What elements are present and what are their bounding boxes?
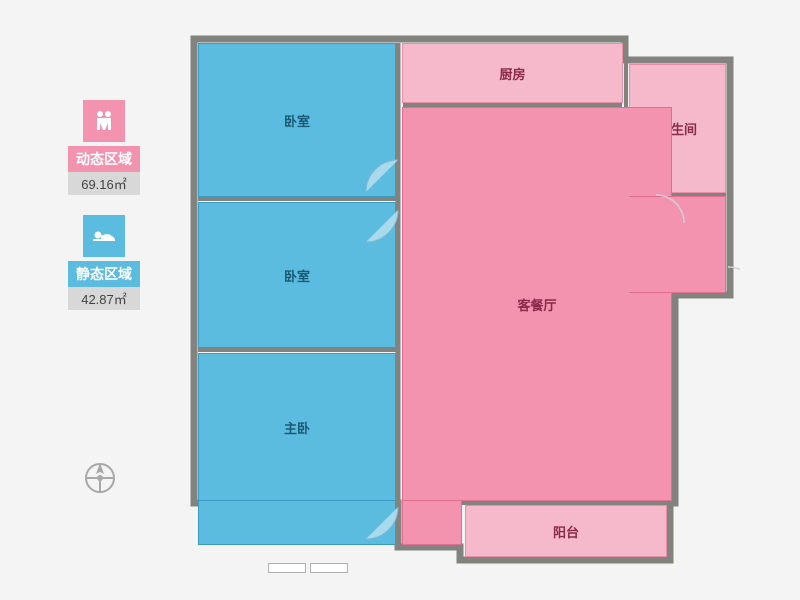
legend-dynamic-value: 69.16㎡ <box>68 172 140 195</box>
window-mark <box>268 563 306 573</box>
window-mark <box>310 563 348 573</box>
room-label: 主卧 <box>284 418 310 437</box>
compass-icon <box>82 460 118 496</box>
legend-static: 静态区域 42.87㎡ <box>68 215 140 310</box>
room-kitchen: 厨房 <box>402 43 623 103</box>
legend-static-label: 静态区域 <box>68 261 140 287</box>
room-bedroom2: 卧室 <box>198 202 396 348</box>
room-label: 卧室 <box>284 266 310 285</box>
room-bedroom1: 卧室 <box>198 43 396 197</box>
room-label: 厨房 <box>499 64 525 83</box>
room-living-ext1 <box>629 196 726 293</box>
room-label: 卧室 <box>284 111 310 130</box>
room-balcony: 阳台 <box>465 505 667 557</box>
room-living-ext2 <box>402 501 462 545</box>
room-master: 主卧 <box>198 353 396 501</box>
room-label: 客餐厅 <box>517 295 556 314</box>
room-master-ext <box>198 501 396 545</box>
room-label: 阳台 <box>553 522 579 541</box>
sleep-icon <box>83 215 125 257</box>
legend-dynamic-label: 动态区域 <box>68 146 140 172</box>
floorplan: 卧室 卧室 主卧 厨房 卫生间 客餐厅 阳台 <box>190 35 740 565</box>
room-living: 客餐厅 <box>402 107 672 501</box>
legend-static-value: 42.87㎡ <box>68 287 140 310</box>
legend-dynamic: 动态区域 69.16㎡ <box>68 100 140 195</box>
people-icon <box>83 100 125 142</box>
legend: 动态区域 69.16㎡ 静态区域 42.87㎡ <box>68 100 140 330</box>
